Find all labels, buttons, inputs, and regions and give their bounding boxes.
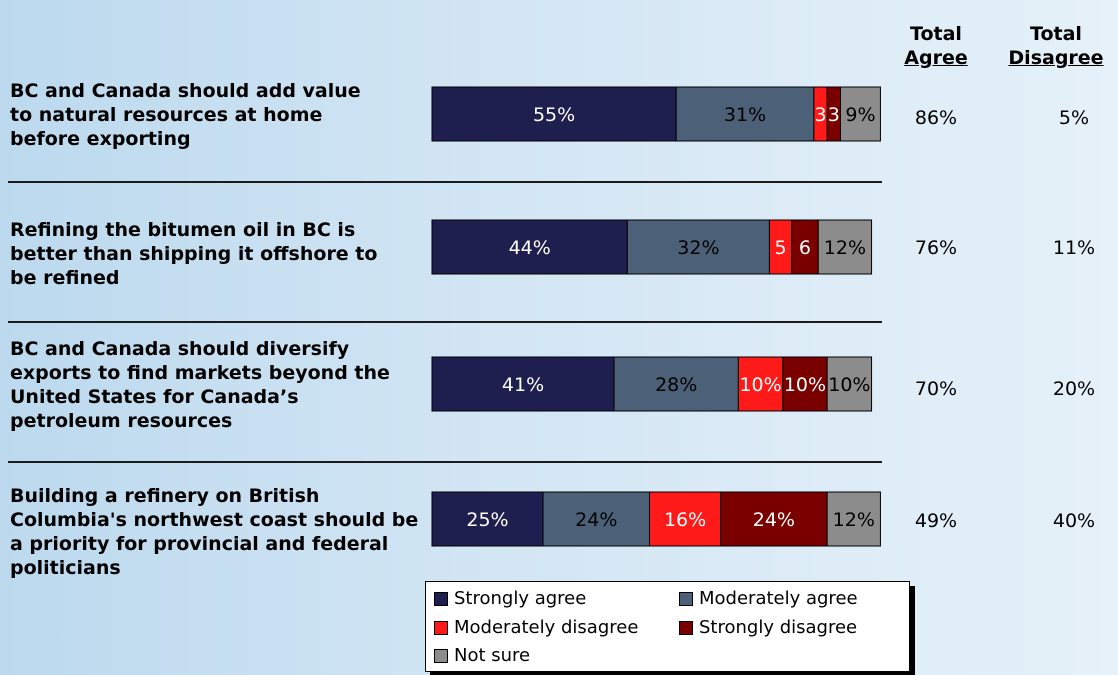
data-label-strongly-disagree-row-1: 3	[828, 104, 840, 126]
row-label-4: Building a refinery on British Columbia'…	[10, 485, 419, 579]
legend-label-strongly-agree: Strongly agree	[454, 588, 587, 609]
row-label-1: BC and Canada should add value to natura…	[10, 80, 361, 150]
data-label-strongly-disagree-row-4: 24%	[753, 509, 795, 531]
bar-strongly-agree-row-1	[431, 86, 677, 142]
total-disagree-value-4: 40%	[1052, 510, 1096, 532]
data-label-moderately-disagree-row-4: 16%	[664, 509, 706, 531]
row-divider-1	[8, 181, 882, 183]
data-label-strongly-agree-row-4: 25%	[466, 509, 508, 531]
bar-strongly-agree-row-4	[431, 491, 544, 547]
total-agree-value-3: 70%	[914, 378, 958, 400]
legend-label-strongly-disagree: Strongly disagree	[699, 617, 858, 638]
bar-moderately-agree-row-1	[675, 86, 815, 142]
row-divider-2	[8, 321, 882, 323]
bar-strongly-disagree-row-2	[791, 219, 819, 275]
total-disagree-header: Total Disagree	[996, 22, 1116, 70]
legend-label-moderately-agree: Moderately agree	[699, 588, 858, 609]
total-disagree-value-2: 11%	[1052, 237, 1096, 259]
total-agree-header: Total Agree	[876, 22, 996, 70]
data-label-moderately-disagree-row-3: 10%	[739, 374, 781, 396]
legend-item-strongly-disagree: Strongly disagree	[679, 617, 857, 638]
bar-not-sure-row-2	[817, 219, 873, 275]
data-label-moderately-agree-row-4: 24%	[575, 509, 617, 531]
data-label-moderately-agree-row-3: 28%	[655, 374, 697, 396]
total-agree-value-4: 49%	[914, 510, 958, 532]
data-label-not-sure-row-4: 12%	[833, 509, 875, 531]
data-label-strongly-agree-row-1: 55%	[533, 104, 575, 126]
bar-moderately-agree-row-2	[626, 219, 770, 275]
bar-not-sure-row-4	[826, 491, 881, 547]
bar-moderately-agree-row-3	[613, 356, 739, 412]
legend-item-not-sure: Not sure	[434, 645, 530, 666]
total-disagree-header-line2: Disagree	[1008, 47, 1104, 69]
total-disagree-value-1: 5%	[1058, 107, 1090, 129]
total-disagree-header-line1: Total	[1030, 23, 1082, 45]
data-label-not-sure-row-3: 10%	[828, 374, 870, 396]
legend-item-moderately-agree: Moderately agree	[679, 588, 858, 609]
data-label-moderately-disagree-row-2: 5	[774, 237, 786, 259]
data-label-strongly-disagree-row-3: 10%	[784, 374, 826, 396]
data-label-moderately-agree-row-1: 31%	[724, 104, 766, 126]
data-label-strongly-agree-row-2: 44%	[509, 237, 551, 259]
data-label-not-sure-row-1: 9%	[845, 104, 875, 126]
bar-not-sure-row-1	[839, 86, 881, 142]
legend-swatch-not-sure	[434, 648, 448, 663]
total-agree-value-2: 76%	[914, 237, 958, 259]
total-disagree-value-3: 20%	[1052, 378, 1096, 400]
legend-label-moderately-disagree: Moderately disagree	[454, 617, 639, 638]
bar-moderately-agree-row-4	[542, 491, 651, 547]
legend-label-not-sure: Not sure	[454, 645, 531, 666]
row-label-3: BC and Canada should diversify exports t…	[10, 338, 390, 432]
data-label-moderately-agree-row-2: 32%	[677, 237, 719, 259]
bar-moderately-disagree-row-3	[737, 356, 784, 412]
data-label-moderately-disagree-row-1: 3	[814, 104, 826, 126]
legend-item-moderately-disagree: Moderately disagree	[434, 617, 638, 638]
bar-moderately-disagree-row-4	[649, 491, 722, 547]
legend-swatch-strongly-agree	[434, 591, 448, 606]
total-agree-header-line2: Agree	[904, 47, 968, 69]
bar-strongly-agree-row-3	[431, 356, 615, 412]
chart-legend: Strongly agree Moderately agree Moderate…	[425, 581, 910, 672]
total-agree-value-1: 86%	[914, 107, 958, 129]
legend-swatch-strongly-disagree	[679, 620, 693, 635]
total-agree-header-line1: Total	[910, 23, 962, 45]
bar-strongly-agree-row-2	[431, 219, 628, 275]
legend-swatch-moderately-agree	[679, 591, 693, 606]
data-label-not-sure-row-2: 12%	[824, 237, 866, 259]
legend-swatch-moderately-disagree	[434, 620, 448, 635]
data-label-strongly-disagree-row-2: 6	[799, 237, 811, 259]
row-label-2: Refining the bitumen oil in BC is better…	[10, 219, 378, 289]
bar-not-sure-row-3	[826, 356, 873, 412]
legend-item-strongly-agree: Strongly agree	[434, 588, 586, 609]
data-label-strongly-agree-row-3: 41%	[502, 374, 544, 396]
row-divider-3	[8, 461, 882, 463]
bar-strongly-disagree-row-3	[782, 356, 828, 412]
bar-strongly-disagree-row-4	[720, 491, 828, 547]
